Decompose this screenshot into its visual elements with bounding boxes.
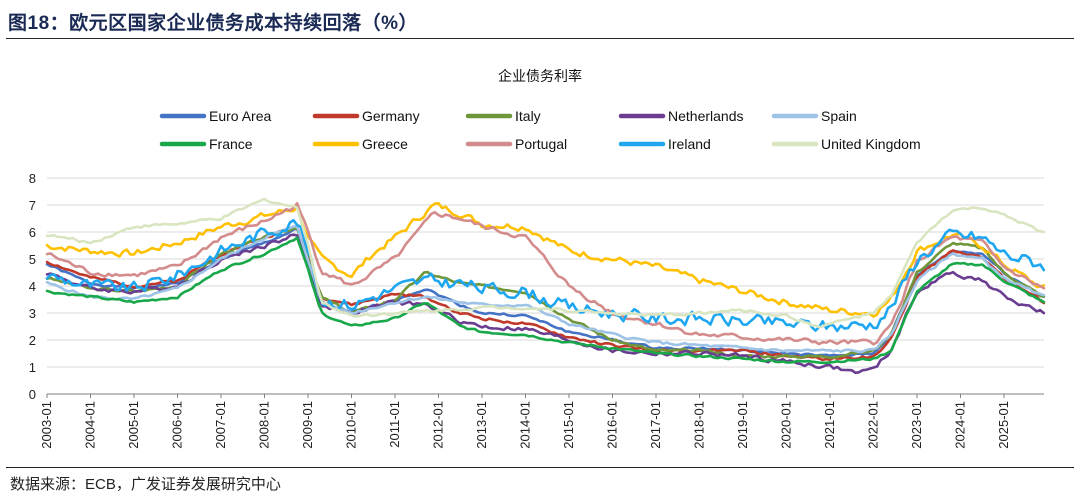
legend-label-greece: Greece	[362, 136, 408, 152]
legend-label-euro-area: Euro Area	[209, 108, 271, 124]
x-tick-label-2010-01: 2010-01	[343, 401, 358, 449]
legend-label-italy: Italy	[515, 108, 541, 124]
x-tick-label-2013-01: 2013-01	[474, 401, 489, 449]
x-tick-label-2007-01: 2007-01	[213, 401, 228, 449]
series-line-spain	[45, 225, 1046, 354]
x-tick-label-2022-01: 2022-01	[865, 401, 880, 449]
x-tick-label-2018-01: 2018-01	[691, 401, 706, 449]
y-tick-label-4: 4	[29, 279, 36, 294]
y-tick-label-2: 2	[29, 333, 36, 348]
chart-series	[45, 197, 1046, 375]
chart-title: 企业债务利率	[498, 68, 582, 85]
source-note: 数据来源：ECB，广发证券发展研究中心	[10, 476, 281, 493]
legend-label-germany: Germany	[362, 108, 420, 124]
x-tick-label-2019-01: 2019-01	[735, 401, 750, 449]
x-tick-label-2017-01: 2017-01	[648, 401, 663, 449]
x-tick-label-2020-01: 2020-01	[778, 401, 793, 449]
y-tick-label-7: 7	[29, 198, 36, 213]
figure-title: 图18：欧元区国家企业债务成本持续回落（%）	[8, 13, 419, 34]
legend-label-spain: Spain	[821, 108, 857, 124]
bottom-divider	[6, 467, 1074, 468]
x-tick-label-2021-01: 2021-01	[822, 401, 837, 449]
x-tick-label-2015-01: 2015-01	[561, 401, 576, 449]
y-tick-label-1: 1	[29, 360, 36, 375]
legend-label-united-kingdom: United Kingdom	[821, 136, 921, 152]
x-tick-label-2023-01: 2023-01	[909, 401, 924, 449]
x-tick-label-2016-01: 2016-01	[604, 401, 619, 449]
series-line-portugal	[45, 202, 1046, 346]
y-tick-label-8: 8	[29, 171, 36, 186]
x-tick-label-2006-01: 2006-01	[169, 401, 184, 449]
x-tick-label-2012-01: 2012-01	[430, 401, 445, 449]
legend-label-portugal: Portugal	[515, 136, 567, 152]
x-tick-label-2003-01: 2003-01	[39, 401, 54, 449]
x-tick-label-2011-01: 2011-01	[387, 401, 402, 448]
x-tick-label-2024-01: 2024-01	[952, 401, 967, 449]
chart-legend: Euro Area Germany Italy Netherlands Spain Fra…	[159, 108, 921, 152]
x-tick-label-2025-01: 2025-01	[996, 401, 1011, 449]
legend-label-france: France	[209, 136, 253, 152]
series-line-ireland	[45, 218, 1046, 333]
legend-label-netherlands: Netherlands	[668, 108, 744, 124]
series-line-united-kingdom	[45, 197, 1046, 329]
top-divider	[6, 38, 1074, 39]
y-tick-label-3: 3	[29, 306, 36, 321]
series-line-france	[45, 236, 1046, 365]
series-line-greece	[45, 202, 1046, 318]
y-tick-label-6: 6	[29, 225, 36, 240]
x-tick-label-2005-01: 2005-01	[126, 401, 141, 449]
legend-label-ireland: Ireland	[668, 136, 711, 152]
x-tick-label-2004-01: 2004-01	[82, 401, 97, 449]
chart-axes: 0 1 2 3 4 5 6 7 8 2003-01 2004-01 2005-01 2006-01 200…	[29, 171, 1044, 449]
x-tick-label-2014-01: 2014-01	[517, 401, 532, 449]
y-tick-label-5: 5	[29, 252, 36, 267]
y-tick-label-0: 0	[29, 387, 36, 402]
line-chart: 企业债务利率 Euro Area Germany Italy Netherlands S…	[29, 68, 1046, 449]
x-tick-label-2009-01: 2009-01	[300, 401, 315, 449]
x-tick-label-2008-01: 2008-01	[256, 401, 271, 449]
